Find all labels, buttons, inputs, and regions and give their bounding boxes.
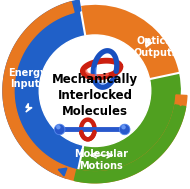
Polygon shape: [74, 105, 186, 183]
Text: Mechanically
Interlocked
Molecules: Mechanically Interlocked Molecules: [52, 73, 138, 118]
Polygon shape: [177, 98, 185, 106]
Polygon shape: [3, 2, 187, 183]
Text: Energy
Inputs: Energy Inputs: [8, 68, 46, 89]
Polygon shape: [58, 168, 67, 176]
Text: Molecular
Motions: Molecular Motions: [74, 149, 128, 171]
Circle shape: [119, 124, 130, 135]
Polygon shape: [78, 172, 86, 180]
Polygon shape: [3, 0, 81, 178]
Wedge shape: [8, 4, 95, 178]
Polygon shape: [146, 39, 152, 47]
Circle shape: [56, 125, 61, 129]
Circle shape: [39, 35, 151, 146]
Circle shape: [121, 125, 126, 129]
Wedge shape: [77, 73, 182, 178]
Circle shape: [54, 124, 65, 135]
Text: Optical
Outputs: Optical Outputs: [134, 36, 178, 58]
Wedge shape: [80, 4, 182, 106]
Polygon shape: [26, 103, 32, 112]
